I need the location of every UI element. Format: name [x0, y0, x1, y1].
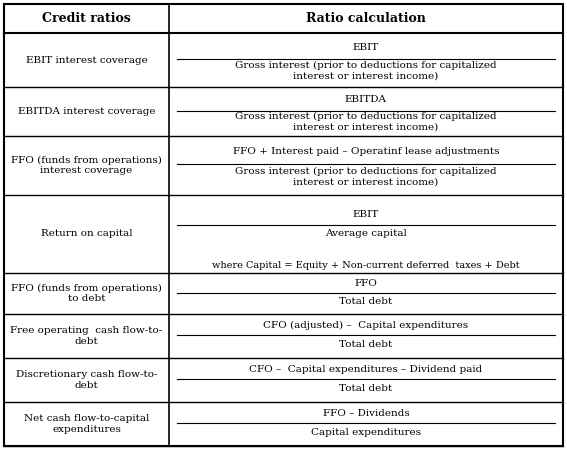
- Text: CFO –  Capital expenditures – Dividend paid: CFO – Capital expenditures – Dividend pa…: [249, 365, 483, 374]
- Text: Total debt: Total debt: [339, 297, 392, 306]
- Text: Capital expenditures: Capital expenditures: [311, 428, 421, 437]
- Text: Return on capital: Return on capital: [41, 230, 132, 238]
- Text: Net cash flow-to-capital
expenditures: Net cash flow-to-capital expenditures: [24, 414, 149, 434]
- Text: Total debt: Total debt: [339, 384, 392, 393]
- Text: Gross interest (prior to deductions for capitalized
interest or interest income): Gross interest (prior to deductions for …: [235, 167, 497, 187]
- Text: EBITDA interest coverage: EBITDA interest coverage: [18, 107, 155, 116]
- Text: Credit ratios: Credit ratios: [42, 12, 131, 25]
- Text: EBITDA: EBITDA: [345, 95, 387, 104]
- Text: EBIT: EBIT: [353, 43, 379, 52]
- Text: FFO + Interest paid – Operatinf lease adjustments: FFO + Interest paid – Operatinf lease ad…: [232, 147, 499, 156]
- Text: Gross interest (prior to deductions for capitalized
interest or interest income): Gross interest (prior to deductions for …: [235, 61, 497, 81]
- Text: FFO – Dividends: FFO – Dividends: [323, 409, 409, 418]
- Text: Average capital: Average capital: [325, 230, 407, 238]
- Text: Total debt: Total debt: [339, 340, 392, 349]
- Text: Free operating  cash flow-to-
debt: Free operating cash flow-to- debt: [10, 326, 163, 346]
- Text: Gross interest (prior to deductions for capitalized
interest or interest income): Gross interest (prior to deductions for …: [235, 112, 497, 131]
- Text: Discretionary cash flow-to-
debt: Discretionary cash flow-to- debt: [16, 370, 157, 390]
- Text: EBIT interest coverage: EBIT interest coverage: [26, 56, 147, 65]
- Text: FFO (funds from operations)
to debt: FFO (funds from operations) to debt: [11, 284, 162, 303]
- Text: CFO (adjusted) –  Capital expenditures: CFO (adjusted) – Capital expenditures: [264, 321, 468, 330]
- Text: FFO (funds from operations)
interest coverage: FFO (funds from operations) interest cov…: [11, 156, 162, 175]
- Text: EBIT: EBIT: [353, 210, 379, 219]
- Text: where Capital = Equity + Non-current deferred  taxes + Debt: where Capital = Equity + Non-current def…: [212, 261, 520, 270]
- Text: Ratio calculation: Ratio calculation: [306, 12, 426, 25]
- Text: FFO: FFO: [354, 279, 378, 288]
